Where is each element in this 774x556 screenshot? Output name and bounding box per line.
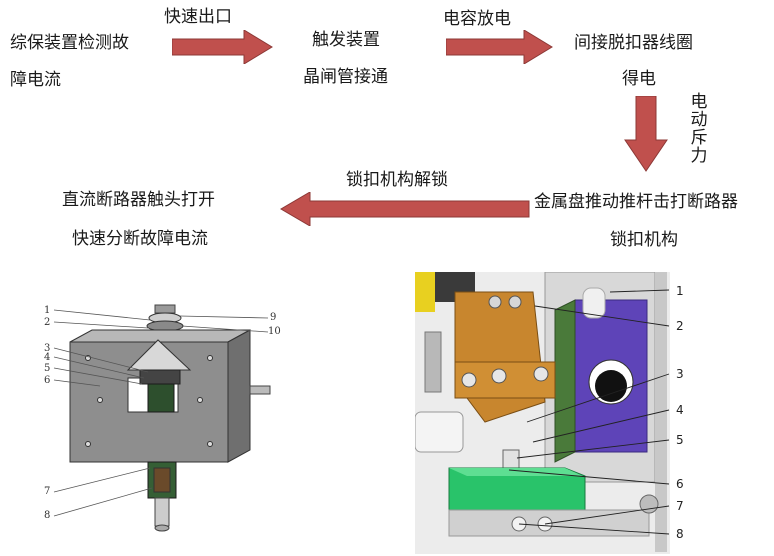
step5-line2: 快速分断故障电流	[72, 229, 208, 249]
right-label-8: 8	[676, 527, 684, 541]
right-label-5: 5	[676, 433, 684, 447]
right-label-7: 7	[676, 499, 684, 513]
right-label-6: 6	[676, 477, 684, 491]
left-device-drawing	[53, 304, 271, 532]
right-device-render	[415, 272, 670, 554]
step4-line2: 锁扣机构	[610, 230, 678, 250]
left-label-2: 2	[44, 317, 51, 328]
arrow-right-1	[172, 30, 273, 64]
arrow3-label-char-2: 动	[690, 110, 708, 130]
step1-line1: 综保装置检测故	[10, 33, 129, 53]
step2-line1: 触发装置	[312, 30, 380, 50]
step5-line1: 直流断路器触头打开	[62, 190, 215, 210]
arrow-left-4	[280, 192, 530, 226]
left-label-1: 1	[44, 305, 51, 316]
left-label-4: 4	[44, 352, 51, 363]
arrow2-label: 电容放电	[443, 9, 511, 29]
step3-line1: 间接脱扣器线圈	[574, 33, 693, 53]
step2-line2: 晶闸管接通	[303, 67, 388, 87]
step4-line1: 金属盘推动推杆击打断路器	[534, 192, 738, 212]
left-label-10: 10	[268, 326, 281, 337]
arrow3-label-char-1: 电	[690, 92, 708, 112]
left-label-9: 9	[270, 312, 277, 323]
left-label-7: 7	[44, 486, 51, 497]
arrow3-label-char-3: 斥	[690, 128, 708, 148]
left-label-3: 3	[44, 343, 51, 354]
arrow3-label: 电 动 斥 力	[690, 93, 708, 165]
step3-line2: 得电	[622, 69, 656, 89]
arrow3-label-char-4: 力	[690, 146, 708, 166]
left-label-6: 6	[44, 375, 51, 386]
arrow4-label: 锁扣机构解锁	[346, 170, 448, 190]
right-label-1: 1	[676, 284, 684, 298]
left-label-5: 5	[44, 363, 51, 374]
right-label-3: 3	[676, 367, 684, 381]
step1-line2: 障电流	[10, 70, 61, 90]
arrow-down-3	[624, 96, 668, 172]
arrow-right-2	[446, 30, 553, 64]
right-label-2: 2	[676, 319, 684, 333]
left-label-8: 8	[44, 510, 51, 521]
arrow1-label: 快速出口	[164, 7, 232, 27]
right-label-4: 4	[676, 403, 684, 417]
